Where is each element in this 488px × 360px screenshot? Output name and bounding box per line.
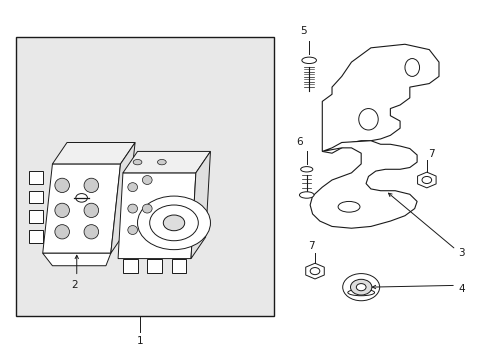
Ellipse shape bbox=[142, 204, 152, 213]
Text: 1: 1 bbox=[136, 337, 143, 346]
Circle shape bbox=[356, 284, 366, 291]
Text: 3: 3 bbox=[458, 248, 464, 258]
Circle shape bbox=[149, 205, 198, 241]
Ellipse shape bbox=[358, 109, 377, 130]
Polygon shape bbox=[147, 258, 162, 273]
Ellipse shape bbox=[299, 192, 313, 198]
Ellipse shape bbox=[127, 204, 137, 213]
Polygon shape bbox=[29, 191, 42, 203]
Ellipse shape bbox=[84, 178, 99, 193]
Ellipse shape bbox=[301, 57, 316, 64]
Polygon shape bbox=[29, 230, 42, 243]
Circle shape bbox=[163, 215, 184, 231]
Circle shape bbox=[350, 279, 371, 295]
Text: 2: 2 bbox=[71, 280, 78, 290]
Polygon shape bbox=[417, 172, 435, 188]
Circle shape bbox=[137, 196, 210, 249]
Polygon shape bbox=[309, 141, 416, 228]
Ellipse shape bbox=[347, 289, 374, 296]
Polygon shape bbox=[191, 152, 210, 258]
Ellipse shape bbox=[404, 59, 419, 76]
Polygon shape bbox=[29, 210, 42, 223]
Ellipse shape bbox=[127, 183, 137, 192]
Circle shape bbox=[342, 274, 379, 301]
Ellipse shape bbox=[55, 178, 69, 193]
Ellipse shape bbox=[300, 167, 312, 172]
Circle shape bbox=[76, 194, 87, 202]
Polygon shape bbox=[29, 171, 42, 184]
Ellipse shape bbox=[84, 203, 99, 217]
Ellipse shape bbox=[133, 159, 142, 165]
Polygon shape bbox=[118, 173, 196, 258]
Polygon shape bbox=[322, 44, 438, 153]
Ellipse shape bbox=[142, 176, 152, 184]
Polygon shape bbox=[42, 253, 111, 266]
Ellipse shape bbox=[337, 202, 359, 212]
Circle shape bbox=[421, 176, 431, 184]
FancyBboxPatch shape bbox=[16, 37, 273, 316]
Text: 7: 7 bbox=[427, 149, 434, 158]
Polygon shape bbox=[122, 152, 210, 173]
Ellipse shape bbox=[127, 226, 137, 234]
Polygon shape bbox=[122, 258, 137, 273]
Text: 6: 6 bbox=[296, 137, 303, 147]
Text: 4: 4 bbox=[458, 284, 464, 294]
Ellipse shape bbox=[157, 159, 166, 165]
Ellipse shape bbox=[55, 203, 69, 217]
Ellipse shape bbox=[84, 225, 99, 239]
Ellipse shape bbox=[55, 225, 69, 239]
Polygon shape bbox=[52, 143, 135, 164]
Polygon shape bbox=[305, 263, 324, 279]
Polygon shape bbox=[111, 143, 135, 253]
Circle shape bbox=[309, 267, 319, 275]
Polygon shape bbox=[42, 164, 120, 253]
Text: 5: 5 bbox=[300, 26, 306, 36]
Text: 7: 7 bbox=[307, 242, 314, 251]
Polygon shape bbox=[171, 258, 186, 273]
